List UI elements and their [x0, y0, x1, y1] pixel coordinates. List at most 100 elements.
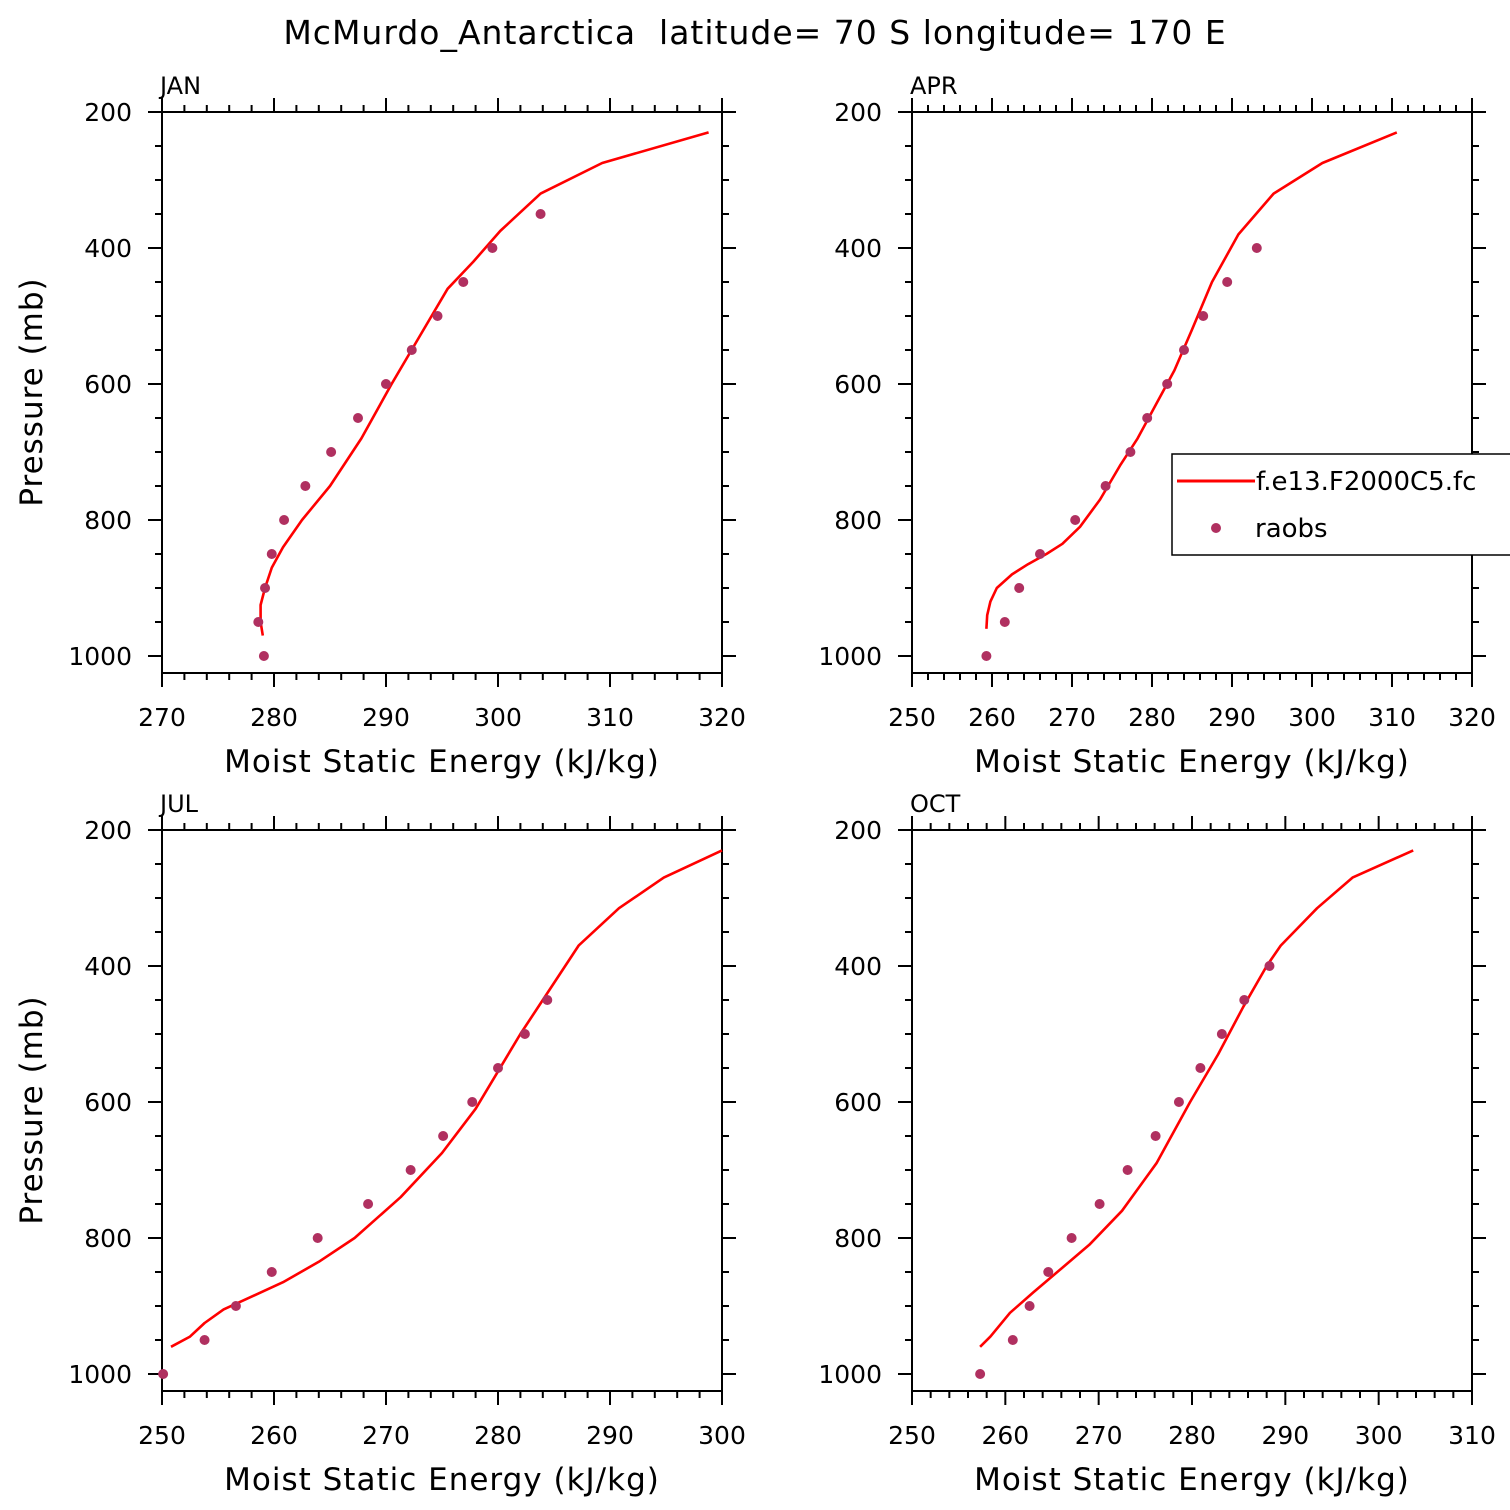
x-tick-label: 290: [362, 703, 410, 732]
x-tick-label: 310: [1368, 703, 1416, 732]
raobs-point: [1222, 277, 1233, 287]
raobs-point: [1142, 413, 1153, 423]
raobs-point: [1251, 243, 1262, 253]
raobs-point: [381, 379, 391, 389]
x-tick-label: 270: [362, 1421, 410, 1450]
x-axis-label: Moist Static Energy (kJ/kg): [224, 744, 660, 780]
raobs-point: [1150, 1131, 1161, 1141]
raobs-point: [363, 1199, 374, 1209]
raobs-point: [1066, 1233, 1077, 1243]
raobs-point: [1024, 1301, 1035, 1311]
x-tick-label: 260: [250, 1421, 298, 1450]
raobs-point: [493, 1063, 503, 1073]
y-tick-label: 1000: [68, 642, 132, 671]
raobs-point: [1122, 1165, 1133, 1175]
raobs-point: [158, 1369, 169, 1379]
panel-jul: JUL 250 260 270 280 290 300 200 400 600 800 1000 M…: [14, 790, 746, 1498]
raobs-point: [467, 1097, 478, 1107]
raobs-point: [535, 209, 546, 219]
raobs-point: [1173, 1097, 1184, 1107]
x-tick-label: 290: [1261, 1421, 1309, 1450]
y-tick-label: 400: [834, 952, 882, 981]
raobs-point: [1264, 961, 1275, 971]
x-tick-label: 310: [1448, 1421, 1496, 1450]
x-tick-label: 280: [474, 1421, 522, 1450]
raobs-point: [519, 1029, 530, 1039]
y-tick-label: 800: [834, 506, 882, 535]
x-tick-label: 300: [1355, 1421, 1403, 1450]
panel-apr: APR 250 260 270 280 290 300 310 320 200 400 600 800…: [818, 72, 1495, 780]
axes-frame: [911, 111, 1473, 674]
raobs-point: [1014, 583, 1025, 593]
axes-frame: [911, 829, 1473, 1392]
raobs-point: [300, 481, 311, 491]
plot-area: 250 260 270 280 290 300 310 320 200 400 600 800 1000: [818, 98, 1496, 732]
model-profile-line: [170, 849, 723, 1348]
legend-box: [1171, 453, 1510, 556]
panel-title: OCT: [910, 790, 961, 818]
panel-title: JAN: [158, 72, 201, 100]
legend: f.e13.F2000C5.fc raobs: [1171, 453, 1510, 556]
model-profile-line: [259, 131, 709, 636]
raobs-point: [353, 413, 363, 423]
y-tick-label: 200: [834, 816, 882, 845]
model-profile-line: [985, 131, 1398, 629]
x-axis-label: Moist Static Energy (kJ/kg): [974, 1462, 1410, 1498]
x-tick-label: 310: [586, 703, 634, 732]
x-tick-label: 270: [1048, 703, 1096, 732]
raobs-point: [406, 345, 417, 355]
y-tick-label: 600: [84, 1088, 132, 1117]
figure-title: McMurdo_Antarctica latitude= 70 S longit…: [283, 13, 1226, 52]
plot-area: 270 280 290 300 310 320 200 400 600 800 1000: [68, 98, 746, 732]
raobs-point: [1100, 481, 1111, 491]
y-axis-label: Pressure (mb): [14, 995, 50, 1224]
y-tick-label: 200: [84, 98, 132, 127]
x-tick-label: 260: [981, 1421, 1029, 1450]
raobs-point: [1239, 995, 1250, 1005]
raobs-point: [1007, 1335, 1018, 1345]
y-tick-label: 400: [84, 234, 132, 263]
x-tick-label: 250: [888, 703, 936, 732]
x-tick-label: 270: [1075, 1421, 1123, 1450]
plot-area: 250 260 270 280 290 300 200 400 600 800 1000: [68, 816, 746, 1450]
y-tick-label: 400: [84, 952, 132, 981]
legend-model-label: f.e13.F2000C5.fc: [1256, 467, 1476, 497]
raobs-point: [258, 651, 269, 661]
raobs-point: [1125, 447, 1136, 457]
y-tick-label: 400: [834, 234, 882, 263]
axes-frame: [161, 829, 723, 1392]
x-axis-label: Moist Static Energy (kJ/kg): [974, 744, 1410, 780]
y-tick-label: 800: [84, 506, 132, 535]
raobs-point: [230, 1301, 241, 1311]
raobs-point: [438, 1131, 449, 1141]
raobs-point: [1070, 515, 1081, 525]
raobs-point: [1035, 549, 1045, 559]
legend-obs-label: raobs: [1255, 514, 1328, 544]
x-tick-label: 270: [138, 703, 186, 732]
raobs-point: [1162, 379, 1173, 389]
raobs-point: [542, 995, 553, 1005]
x-tick-label: 250: [138, 1421, 186, 1450]
raobs-point: [253, 617, 264, 627]
x-tick-label: 300: [474, 703, 522, 732]
raobs-point: [432, 311, 443, 321]
x-tick-label: 250: [888, 1421, 936, 1450]
raobs-point: [312, 1233, 323, 1243]
raobs-point: [199, 1335, 210, 1345]
y-tick-label: 600: [84, 370, 132, 399]
y-tick-label: 200: [84, 816, 132, 845]
x-axis-label: Moist Static Energy (kJ/kg): [224, 1462, 660, 1498]
y-axis-label: Pressure (mb): [14, 277, 50, 506]
y-tick-label: 1000: [818, 1360, 882, 1389]
raobs-point: [975, 1369, 986, 1379]
model-profile-line: [979, 849, 1414, 1348]
axes-frame: [161, 111, 723, 674]
raobs-point: [487, 243, 498, 253]
panel-title: APR: [910, 72, 958, 100]
x-tick-label: 320: [698, 703, 746, 732]
panel-title: JUL: [158, 790, 199, 818]
raobs-point: [260, 583, 271, 593]
y-tick-label: 800: [834, 1224, 882, 1253]
raobs-point: [981, 651, 992, 661]
